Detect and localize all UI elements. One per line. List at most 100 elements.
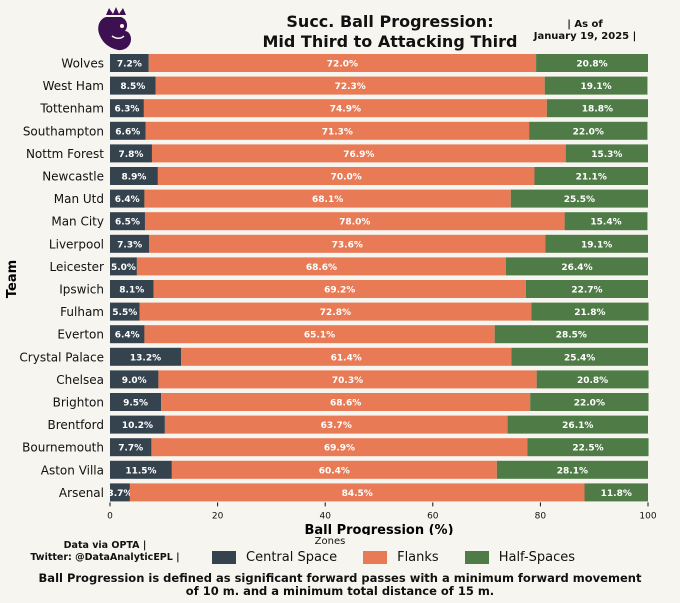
data-label-flanks-west-ham: 72.3% [335, 82, 366, 92]
team-label-arsenal: Arsenal [59, 486, 104, 500]
data-label-flanks-fulham: 72.8% [320, 308, 351, 318]
bar-central-everton [110, 325, 145, 344]
bar-flanks-crystal-palace [181, 347, 512, 366]
legend-item-central: Central Space [212, 550, 337, 565]
data-label-half-spaces-newcastle: 21.1% [576, 173, 607, 183]
team-label-newcastle: Newcastle [42, 170, 104, 184]
data-label-half-spaces-arsenal: 11.8% [601, 489, 632, 499]
data-label-central-man-utd: 6.4% [115, 195, 140, 205]
x-tick-label-100: 100 [639, 511, 656, 521]
data-label-half-spaces-aston-villa: 28.1% [557, 466, 588, 476]
bar-central-brighton [110, 393, 162, 411]
bar-half-spaces-brentford [507, 415, 648, 434]
data-label-central-ipswich: 8.1% [119, 286, 144, 296]
bar-central-arsenal [110, 483, 130, 502]
bar-flanks-arsenal [129, 483, 585, 502]
data-label-flanks-ipswich: 69.2% [324, 286, 355, 296]
bar-flanks-southampton [145, 121, 530, 140]
bar-half-spaces-man-city [564, 212, 648, 231]
data-label-half-spaces-fulham: 21.8% [574, 308, 605, 318]
stacked-bar-chart: Team Ball Progression (%) Wolves 7.2% 72.0… [5, 54, 657, 535]
x-tick-label-40: 40 [319, 511, 331, 521]
bar-central-southampton [110, 121, 146, 140]
team-label-chelsea: Chelsea [56, 373, 104, 387]
data-label-half-spaces-everton: 28.5% [556, 331, 587, 341]
y-axis-label: Team [5, 260, 20, 298]
bar-half-spaces-crystal-palace [511, 347, 648, 366]
bar-half-spaces-brighton [530, 393, 649, 411]
data-source: Data via OPTA | Twitter: @DataAnalyticEP… [30, 540, 180, 564]
bar-flanks-bournemouth [151, 438, 528, 457]
data-label-flanks-brighton: 68.6% [330, 399, 361, 409]
as-of-line-1: | As of [567, 19, 603, 30]
team-label-west-ham: West Ham [43, 79, 104, 93]
legend-item-half-spaces: Half-Spaces [464, 550, 575, 565]
data-label-flanks-chelsea: 70.3% [332, 376, 363, 386]
data-label-central-tottenham: 6.3% [114, 105, 139, 115]
bar-half-spaces-nottm-forest [565, 144, 648, 163]
data-label-half-spaces-southampton: 22.0% [573, 127, 604, 137]
legend-swatch-central [212, 551, 236, 564]
data-label-flanks-man-city: 78.0% [339, 218, 370, 228]
x-axis-label: Ball Progression (%) [304, 523, 453, 535]
team-label-leicester: Leicester [50, 260, 105, 274]
data-label-central-liverpool: 7.3% [117, 240, 142, 250]
bar-flanks-leicester [136, 257, 506, 276]
data-label-half-spaces-brentford: 26.1% [562, 421, 593, 431]
data-label-half-spaces-chelsea: 20.8% [577, 376, 608, 386]
definition-note: Ball Progression is defined as significa… [20, 572, 660, 598]
bar-flanks-newcastle [157, 167, 535, 185]
x-tick-label-60: 60 [427, 511, 439, 521]
legend: Central Space Flanks Half-Spaces [212, 550, 601, 565]
definition-note-line-1: Ball Progression is defined as significa… [38, 571, 642, 585]
data-label-central-brentford: 10.2% [122, 421, 153, 431]
x-tick-label-80: 80 [535, 511, 547, 521]
data-label-flanks-wolves: 72.0% [327, 60, 358, 70]
data-source-line-2: Twitter: @DataAnalyticEPL | [30, 552, 180, 563]
data-label-central-leicester: 5.0% [111, 263, 136, 273]
bar-flanks-nottm-forest [151, 144, 566, 163]
bar-central-bournemouth [110, 438, 152, 457]
data-source-line-1: Data via OPTA | [63, 540, 147, 551]
data-label-half-spaces-nottm-forest: 15.3% [591, 150, 622, 160]
team-label-liverpool: Liverpool [49, 237, 104, 251]
chart-title: Succ. Ball Progression: Mid Third to Att… [230, 12, 550, 52]
data-label-half-spaces-brighton: 22.0% [574, 399, 605, 409]
bar-central-nottm-forest [110, 144, 152, 163]
data-label-central-chelsea: 9.0% [122, 376, 147, 386]
team-label-everton: Everton [57, 328, 104, 342]
bar-central-fulham [110, 302, 140, 321]
data-label-central-nottm-forest: 7.8% [118, 150, 143, 160]
as-of-line-2: January 19, 2025 | [533, 31, 637, 42]
bar-flanks-brighton [161, 393, 531, 411]
data-label-half-spaces-man-utd: 25.5% [564, 195, 595, 205]
bar-central-man-utd [110, 189, 145, 208]
bar-central-west-ham [110, 76, 156, 95]
legend-item-flanks: Flanks [363, 550, 439, 565]
data-label-flanks-brentford: 63.7% [321, 421, 352, 431]
bar-half-spaces-man-utd [510, 189, 648, 208]
bar-flanks-chelsea [158, 370, 537, 389]
data-label-flanks-crystal-palace: 61.4% [331, 353, 362, 363]
data-label-half-spaces-ipswich: 22.7% [571, 286, 602, 296]
bar-central-wolves [110, 54, 149, 72]
data-label-central-arsenal: 3.7% [107, 489, 132, 499]
data-label-central-aston-villa: 11.5% [125, 466, 156, 476]
data-label-flanks-leicester: 68.6% [306, 263, 337, 273]
data-label-flanks-aston-villa: 60.4% [319, 466, 350, 476]
data-label-half-spaces-leicester: 26.4% [561, 263, 592, 273]
bar-flanks-fulham [139, 302, 532, 321]
bar-half-spaces-leicester [505, 257, 648, 276]
bar-flanks-everton [144, 325, 495, 344]
bar-half-spaces-chelsea [536, 370, 649, 389]
team-label-aston-villa: Aston Villa [41, 463, 104, 477]
bar-central-brentford [110, 415, 165, 434]
bar-flanks-aston-villa [171, 460, 497, 479]
data-label-central-newcastle: 8.9% [121, 173, 146, 183]
data-label-flanks-bournemouth: 69.9% [324, 444, 355, 454]
bar-half-spaces-tottenham [546, 99, 648, 118]
bar-half-spaces-bournemouth [527, 438, 649, 457]
bar-central-newcastle [110, 167, 158, 185]
chart-title-line-2: Mid Third to Attacking Third [262, 32, 518, 51]
bar-central-leicester [110, 257, 137, 276]
